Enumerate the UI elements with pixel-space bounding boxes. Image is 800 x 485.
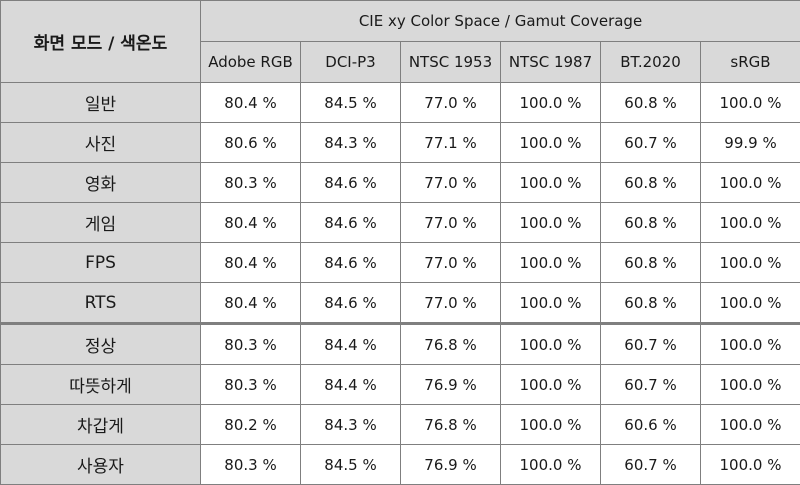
- table-cell: 76.8 %: [401, 324, 501, 365]
- table-cell: 100.0 %: [701, 324, 800, 365]
- table-cell: 84.6 %: [301, 283, 401, 324]
- table-cell: 84.4 %: [301, 324, 401, 365]
- table-cell: 77.0 %: [401, 243, 501, 283]
- row-label: 사진: [1, 123, 201, 163]
- row-label: 따뜻하게: [1, 365, 201, 405]
- table-cell: 80.4 %: [201, 83, 301, 123]
- table-cell: 76.9 %: [401, 365, 501, 405]
- table-cell: 100.0 %: [701, 365, 800, 405]
- table-cell: 100.0 %: [701, 405, 800, 445]
- row-label: 차갑게: [1, 405, 201, 445]
- table-cell: 60.8 %: [601, 203, 701, 243]
- column-header-adobe-rgb: Adobe RGB: [201, 42, 301, 83]
- table-cell: 80.6 %: [201, 123, 301, 163]
- table-cell: 100.0 %: [501, 405, 601, 445]
- row-label: 영화: [1, 163, 201, 203]
- table-cell: 80.3 %: [201, 324, 301, 365]
- table-cell: 76.8 %: [401, 405, 501, 445]
- table-cell: 100.0 %: [701, 283, 800, 324]
- table-cell: 77.0 %: [401, 283, 501, 324]
- column-header-ntsc-1987: NTSC 1987: [501, 42, 601, 83]
- table-cell: 100.0 %: [501, 163, 601, 203]
- column-header-ntsc-1953: NTSC 1953: [401, 42, 501, 83]
- corner-header: 화면 모드 / 색온도: [1, 1, 201, 83]
- table-cell: 60.6 %: [601, 405, 701, 445]
- table-cell: 100.0 %: [501, 243, 601, 283]
- table-cell: 100.0 %: [701, 243, 800, 283]
- table-cell: 60.8 %: [601, 283, 701, 324]
- table-cell: 84.6 %: [301, 243, 401, 283]
- column-header-dci-p3: DCI-P3: [301, 42, 401, 83]
- table-cell: 84.5 %: [301, 445, 401, 485]
- table-cell: 80.2 %: [201, 405, 301, 445]
- table-cell: 76.9 %: [401, 445, 501, 485]
- row-label: 사용자: [1, 445, 201, 485]
- table-cell: 100.0 %: [701, 83, 800, 123]
- table-cell: 84.4 %: [301, 365, 401, 405]
- table-cell: 77.0 %: [401, 83, 501, 123]
- table-cell: 100.0 %: [501, 83, 601, 123]
- table-cell: 84.5 %: [301, 83, 401, 123]
- table-cell: 80.3 %: [201, 365, 301, 405]
- table-cell: 84.6 %: [301, 203, 401, 243]
- table-cell: 80.3 %: [201, 445, 301, 485]
- table-cell: 99.9 %: [701, 123, 800, 163]
- table-cell: 77.0 %: [401, 163, 501, 203]
- table-cell: 100.0 %: [701, 445, 800, 485]
- table-cell: 100.0 %: [501, 365, 601, 405]
- column-header-srgb: sRGB: [701, 42, 800, 83]
- table-cell: 100.0 %: [501, 324, 601, 365]
- table-cell: 60.7 %: [601, 324, 701, 365]
- table-cell: 77.1 %: [401, 123, 501, 163]
- table-cell: 60.8 %: [601, 83, 701, 123]
- table-cell: 60.8 %: [601, 163, 701, 203]
- table-cell: 100.0 %: [701, 203, 800, 243]
- row-label: 일반: [1, 83, 201, 123]
- row-label: RTS: [1, 283, 201, 324]
- table-cell: 80.4 %: [201, 283, 301, 324]
- table-cell: 60.8 %: [601, 243, 701, 283]
- table-cell: 84.3 %: [301, 123, 401, 163]
- table-cell: 60.7 %: [601, 445, 701, 485]
- table-cell: 60.7 %: [601, 365, 701, 405]
- table-cell: 77.0 %: [401, 203, 501, 243]
- table-cell: 100.0 %: [501, 283, 601, 324]
- table-cell: 80.4 %: [201, 243, 301, 283]
- table-cell: 84.3 %: [301, 405, 401, 445]
- table-cell: 80.3 %: [201, 163, 301, 203]
- table-cell: 100.0 %: [501, 445, 601, 485]
- table-cell: 100.0 %: [501, 123, 601, 163]
- group-header: CIE xy Color Space / Gamut Coverage: [201, 1, 800, 42]
- row-label: FPS: [1, 243, 201, 283]
- table-cell: 60.7 %: [601, 123, 701, 163]
- table-cell: 80.4 %: [201, 203, 301, 243]
- row-label: 정상: [1, 324, 201, 365]
- table-cell: 84.6 %: [301, 163, 401, 203]
- table-cell: 100.0 %: [501, 203, 601, 243]
- row-label: 게임: [1, 203, 201, 243]
- column-header-bt2020: BT.2020: [601, 42, 701, 83]
- table-cell: 100.0 %: [701, 163, 800, 203]
